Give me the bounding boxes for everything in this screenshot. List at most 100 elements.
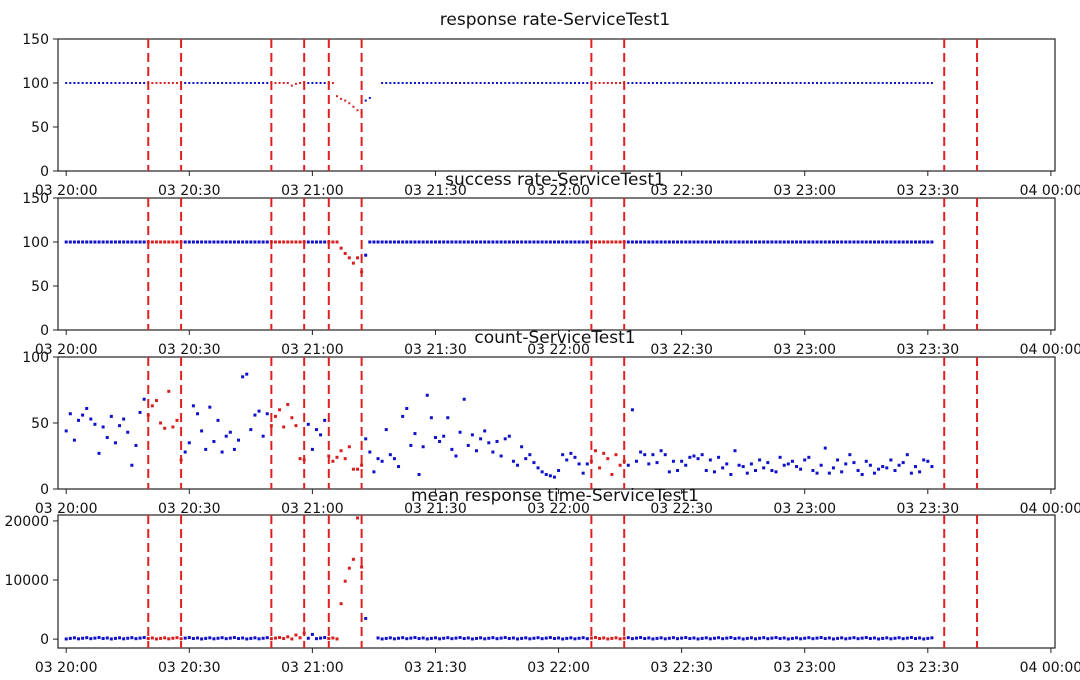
data-point: [717, 636, 721, 640]
data-point: [343, 579, 347, 583]
data-point: [672, 82, 675, 84]
data-point: [783, 82, 786, 84]
data-point: [331, 82, 334, 84]
data-point: [770, 240, 774, 244]
data-point: [212, 637, 216, 641]
data-point: [401, 82, 404, 84]
data-point: [545, 82, 548, 84]
data-point: [548, 474, 552, 478]
data-point: [249, 240, 253, 244]
data-point: [729, 82, 732, 84]
data-point: [918, 636, 922, 640]
data-point: [270, 82, 273, 84]
data-point: [647, 636, 651, 640]
data-point: [401, 414, 405, 418]
data-point: [532, 240, 536, 244]
data-point: [930, 636, 934, 640]
data-point: [126, 82, 129, 84]
data-point: [409, 636, 413, 640]
data-point: [553, 82, 556, 84]
data-point: [216, 418, 220, 422]
data-point: [602, 240, 606, 244]
data-point: [253, 240, 257, 244]
data-point: [857, 82, 860, 84]
data-point: [844, 82, 847, 84]
data-point: [118, 636, 122, 640]
data-point: [101, 637, 105, 641]
data-point: [388, 240, 392, 244]
data-point: [524, 82, 527, 84]
data-point: [470, 637, 474, 641]
data-point: [889, 82, 892, 84]
data-point: [302, 458, 306, 462]
data-point: [139, 82, 142, 84]
data-point: [745, 636, 749, 640]
data-point: [926, 459, 930, 463]
data-point: [762, 82, 765, 84]
data-point: [85, 406, 89, 410]
y-tick-label: 100: [22, 350, 49, 366]
data-point: [314, 240, 318, 244]
data-point: [799, 467, 803, 471]
x-tick-label: 04 00:00: [1020, 501, 1080, 517]
data-point: [557, 636, 561, 640]
data-point: [155, 82, 158, 84]
data-point: [286, 635, 290, 639]
data-point: [893, 240, 897, 244]
data-point: [360, 463, 364, 467]
data-point: [68, 636, 72, 640]
data-point: [159, 421, 163, 425]
data-point: [697, 82, 700, 84]
data-point: [508, 82, 511, 84]
data-point: [126, 430, 130, 434]
data-point: [323, 636, 327, 640]
data-point: [577, 462, 581, 466]
x-tick-label: 03 20:00: [35, 342, 98, 358]
data-point: [450, 447, 454, 451]
data-point: [426, 82, 429, 84]
data-point: [195, 412, 199, 416]
data-point: [466, 240, 470, 244]
data-point: [303, 82, 306, 84]
data-point: [897, 463, 901, 467]
data-point: [392, 240, 396, 244]
data-point: [557, 469, 561, 473]
data-point: [429, 636, 433, 640]
data-point: [897, 240, 901, 244]
data-point: [619, 82, 622, 84]
data-point: [290, 240, 294, 244]
data-point: [618, 463, 622, 467]
data-point: [491, 240, 495, 244]
data-point: [614, 636, 618, 640]
data-point: [779, 82, 782, 84]
data-point: [114, 82, 117, 84]
data-point: [799, 82, 802, 84]
plot-frame: [57, 197, 1056, 331]
data-point: [113, 240, 117, 244]
data-point: [417, 240, 421, 244]
y-tick-label: 0: [40, 323, 49, 339]
data-point: [511, 240, 515, 244]
data-point: [269, 424, 273, 428]
data-point: [799, 240, 803, 244]
data-point: [273, 414, 277, 418]
data-point: [81, 413, 85, 417]
data-point: [475, 82, 478, 84]
data-point: [733, 240, 737, 244]
data-point: [823, 446, 827, 450]
data-point: [429, 240, 433, 244]
data-point: [930, 82, 933, 84]
data-point: [249, 82, 252, 84]
y-tick-label: 0: [40, 164, 49, 180]
data-point: [824, 82, 827, 84]
data-point: [368, 96, 371, 99]
data-point: [659, 636, 663, 640]
data-point: [622, 459, 626, 463]
data-point: [647, 82, 650, 84]
data-point: [459, 82, 462, 84]
data-point: [753, 469, 757, 473]
data-point: [216, 636, 220, 640]
data-point: [639, 450, 643, 454]
data-point: [347, 256, 351, 260]
y-tick-label: 100: [22, 235, 49, 251]
